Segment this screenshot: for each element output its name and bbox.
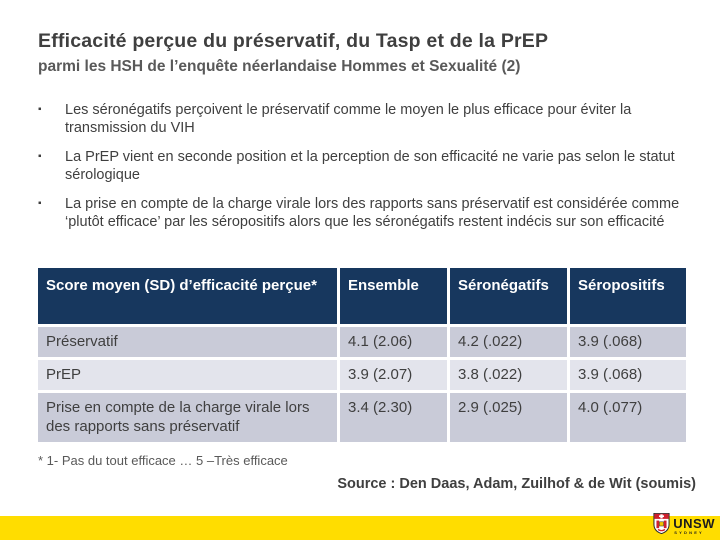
table-cell-seronegatifs: 2.9 (.025)	[450, 393, 567, 442]
table-cell-seronegatifs: 3.8 (.022)	[450, 360, 567, 390]
table-row-label: PrEP	[38, 360, 337, 390]
unsw-logo: UNSW SYDNEY	[653, 512, 715, 539]
square-bullet-icon: ▪	[38, 104, 42, 115]
score-table: Score moyen (SD) d’efficacité perçue* En…	[38, 268, 695, 442]
unsw-logo-subtext: SYDNEY	[674, 530, 704, 535]
bullet-text: La PrEP vient en seconde position et la …	[65, 149, 675, 183]
bullet-text: Les séronégatifs perçoivent le préservat…	[65, 102, 632, 136]
table-row-label: Préservatif	[38, 327, 337, 357]
table-cell-seronegatifs: 4.2 (.022)	[450, 327, 567, 357]
rating-scale-footnote: * 1- Pas du tout efficace … 5 –Très effi…	[38, 453, 288, 468]
table-header-seropositifs: Séropositifs	[570, 268, 686, 324]
square-bullet-icon: ▪	[38, 151, 42, 162]
table-row-label: Prise en compte de la charge virale lors…	[38, 393, 337, 442]
footer-yellow-bar	[0, 516, 720, 540]
bullet-item: ▪ La prise en compte de la charge virale…	[38, 195, 700, 231]
unsw-wordmark: UNSW SYDNEY	[673, 517, 715, 535]
table-cell-seropositifs: 4.0 (.077)	[570, 393, 686, 442]
table-cell-ensemble: 4.1 (2.06)	[340, 327, 447, 357]
table-header-label: Score moyen (SD) d’efficacité perçue*	[38, 268, 337, 324]
table-cell-ensemble: 3.4 (2.30)	[340, 393, 447, 442]
table-cell-seropositifs: 3.9 (.068)	[570, 327, 686, 357]
bullet-item: ▪ La PrEP vient en seconde position et l…	[38, 148, 700, 184]
table-header-seronegatifs: Séronégatifs	[450, 268, 567, 324]
unsw-crest-icon	[653, 512, 670, 539]
table-header-ensemble: Ensemble	[340, 268, 447, 324]
bullet-item: ▪ Les séronégatifs perçoivent le préserv…	[38, 101, 700, 137]
table-cell-ensemble: 3.9 (2.07)	[340, 360, 447, 390]
table-cell-seropositifs: 3.9 (.068)	[570, 360, 686, 390]
source-citation: Source : Den Daas, Adam, Zuilhof & de Wi…	[337, 476, 696, 492]
square-bullet-icon: ▪	[38, 198, 42, 209]
slide-subtitle: parmi les HSH de l’enquête néerlandaise …	[38, 58, 521, 75]
slide-title: Efficacité perçue du préservatif, du Tas…	[38, 30, 549, 52]
bullet-text: La prise en compte de la charge virale l…	[65, 196, 680, 230]
bullet-list: ▪ Les séronégatifs perçoivent le préserv…	[38, 101, 700, 242]
unsw-logo-text: UNSW	[673, 516, 715, 531]
